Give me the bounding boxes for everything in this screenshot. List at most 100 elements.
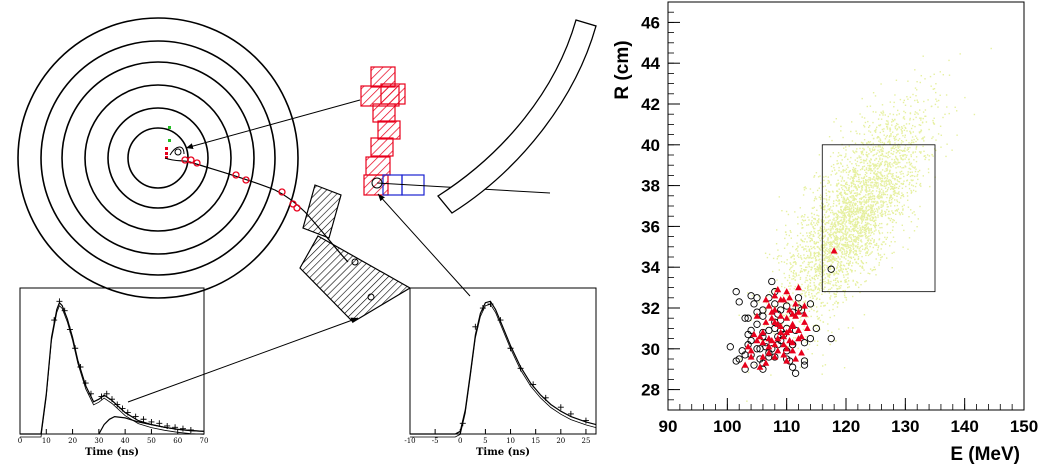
signal-dot xyxy=(882,112,885,114)
signal-dot xyxy=(910,179,912,181)
signal-dot xyxy=(819,289,821,292)
signal-dot xyxy=(858,193,860,196)
signal-dot xyxy=(844,241,846,244)
signal-dot xyxy=(839,231,841,233)
signal-dot xyxy=(823,254,825,256)
signal-dot xyxy=(859,291,861,294)
signal-dot xyxy=(827,179,829,182)
tick-label: -5 xyxy=(432,437,439,445)
signal-dot xyxy=(879,146,881,148)
signal-dot xyxy=(863,314,866,316)
signal-dot xyxy=(852,242,854,244)
signal-dot xyxy=(804,301,806,304)
signal-dot xyxy=(892,191,895,193)
signal-dot xyxy=(790,270,792,273)
signal-dot xyxy=(876,200,878,203)
signal-dot xyxy=(807,255,809,257)
signal-dot xyxy=(911,184,913,186)
signal-dot xyxy=(894,136,897,138)
signal-dot xyxy=(894,160,896,163)
signal-dot xyxy=(852,225,854,227)
signal-dot xyxy=(895,171,898,174)
signal-dot xyxy=(816,270,818,273)
signal-dot xyxy=(813,275,816,278)
signal-dot xyxy=(825,211,827,213)
signal-dot xyxy=(879,178,881,180)
signal-dot xyxy=(904,136,906,138)
signal-dot xyxy=(845,297,847,299)
signal-dot xyxy=(849,244,851,246)
signal-dot xyxy=(925,121,928,123)
signal-dot xyxy=(852,202,854,204)
signal-dot xyxy=(867,181,870,183)
data-point-circle xyxy=(744,314,752,322)
signal-dot xyxy=(847,158,849,161)
signal-dot xyxy=(882,155,884,157)
signal-dot xyxy=(850,237,852,239)
signal-dot xyxy=(861,215,863,218)
signal-dot xyxy=(891,147,893,149)
signal-dot xyxy=(783,314,785,317)
signal-dot xyxy=(856,210,858,212)
signal-dot xyxy=(816,344,819,346)
signal-dot xyxy=(904,165,906,167)
signal-dot xyxy=(942,74,944,76)
signal-dot xyxy=(851,265,853,267)
signal-dot xyxy=(879,177,881,179)
signal-dot xyxy=(841,270,844,272)
signal-dot xyxy=(839,162,842,164)
signal-dot xyxy=(795,337,797,339)
data-point-triangle xyxy=(777,322,785,329)
signal-dot xyxy=(839,287,842,289)
signal-dot xyxy=(867,146,869,148)
signal-dot xyxy=(857,216,860,219)
signal-dot xyxy=(855,253,857,255)
signal-dot xyxy=(850,236,852,238)
signal-dot xyxy=(824,291,826,294)
signal-dot xyxy=(837,264,839,266)
inset-left-xlabel: Time (ns) xyxy=(85,447,139,458)
signal-dot xyxy=(831,225,834,228)
signal-dot xyxy=(808,343,811,346)
signal-dot xyxy=(825,189,827,191)
signal-dot xyxy=(877,162,879,165)
signal-dot xyxy=(866,216,868,218)
signal-dot xyxy=(781,294,784,297)
signal-dot xyxy=(847,267,849,269)
signal-dot xyxy=(810,289,812,291)
signal-dot xyxy=(834,279,837,281)
signal-dot xyxy=(781,323,783,325)
signal-dot xyxy=(844,213,846,215)
signal-dot xyxy=(896,122,898,125)
signal-dot xyxy=(864,174,866,176)
signal-dot xyxy=(843,180,846,182)
signal-dot xyxy=(826,302,829,304)
signal-dot xyxy=(882,241,884,243)
signal-dot xyxy=(848,240,850,243)
signal-dot xyxy=(786,309,788,311)
signal-dot xyxy=(781,307,783,309)
signal-dot xyxy=(863,213,865,215)
signal-dot xyxy=(776,258,778,260)
signal-dot xyxy=(833,240,835,242)
signal-dot xyxy=(875,219,877,221)
signal-dot xyxy=(807,245,809,248)
signal-dot xyxy=(810,223,812,225)
signal-dot xyxy=(942,116,944,119)
data-point-triangle xyxy=(801,318,808,325)
signal-dot xyxy=(797,283,799,285)
signal-dot xyxy=(864,181,867,183)
signal-dot xyxy=(848,236,850,238)
signal-dot xyxy=(870,204,872,207)
signal-dot xyxy=(863,211,865,213)
signal-dot xyxy=(848,213,850,215)
signal-dot xyxy=(874,185,876,187)
signal-dot xyxy=(829,298,831,300)
tick-label: 40 xyxy=(121,437,130,445)
signal-dot xyxy=(848,264,850,266)
signal-dot xyxy=(898,113,900,115)
signal-dot xyxy=(897,133,899,135)
signal-dot xyxy=(883,181,886,183)
signal-dot xyxy=(894,199,896,201)
signal-dot xyxy=(905,166,907,168)
